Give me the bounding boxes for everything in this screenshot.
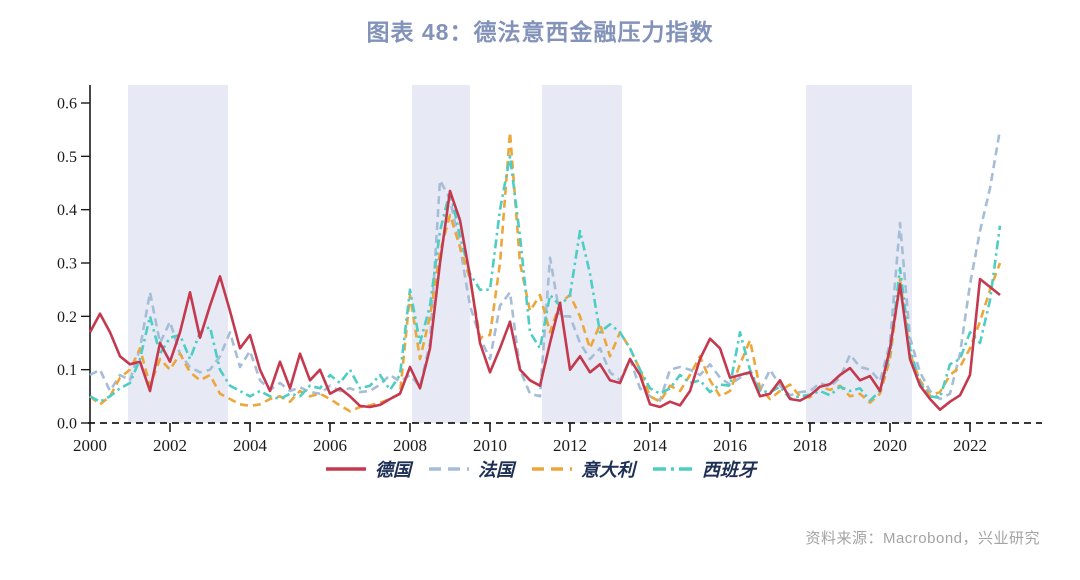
x-tick-label: 2016 (713, 436, 747, 455)
legend-item-france: 法国 (427, 456, 514, 482)
y-tick-label: 0.2 (57, 309, 77, 326)
legend-item-italy: 意大利 (530, 456, 635, 482)
germany-series-line (88, 189, 1001, 412)
y-tick-label: 0.4 (57, 202, 77, 219)
x-tick-label: 2014 (633, 436, 668, 455)
spain-legend-swatch (653, 467, 693, 471)
shaded-band-3 (542, 85, 622, 423)
chart-title: 图表 48：德法意西金融压力指数 (366, 19, 714, 45)
france-series-line (89, 129, 1002, 402)
legend-label-italy: 意大利 (581, 460, 635, 480)
x-tick-label: 2018 (793, 436, 827, 455)
spain-series-line (89, 155, 1002, 404)
source-note: 资料来源：Macrobond，兴业研究 (805, 530, 1040, 547)
germany-legend-swatch (326, 467, 366, 471)
italy-legend-swatch (532, 467, 572, 471)
legend-item-germany: 德国 (324, 456, 411, 482)
y-tick-label: 0.6 (57, 96, 77, 113)
x-tick-label: 2006 (313, 436, 347, 455)
legend-label-france: 法国 (478, 460, 514, 480)
x-tick-label: 2012 (553, 436, 587, 455)
y-tick-label: 0.1 (57, 362, 77, 379)
x-tick-label: 2004 (233, 436, 268, 455)
legend-item-spain: 西班牙 (651, 456, 756, 482)
italy-series-line (89, 131, 1002, 413)
y-tick-label: 0.3 (57, 256, 77, 273)
x-tick-label: 2002 (153, 436, 187, 455)
france-legend-swatch (429, 467, 469, 471)
legend-label-germany: 德国 (375, 460, 411, 480)
x-tick-label: 2000 (73, 436, 107, 455)
x-tick-label: 2008 (393, 436, 427, 455)
y-tick-label: 0.5 (57, 149, 77, 166)
legend: 德国 法国 意大利 西班牙 (0, 456, 1080, 482)
legend-label-spain: 西班牙 (702, 460, 756, 480)
x-tick-label: 2022 (953, 436, 987, 455)
x-tick-label: 2010 (473, 436, 507, 455)
x-tick-label: 2020 (873, 436, 907, 455)
y-tick-label: 0.0 (57, 416, 77, 433)
shaded-band-4 (806, 85, 912, 423)
